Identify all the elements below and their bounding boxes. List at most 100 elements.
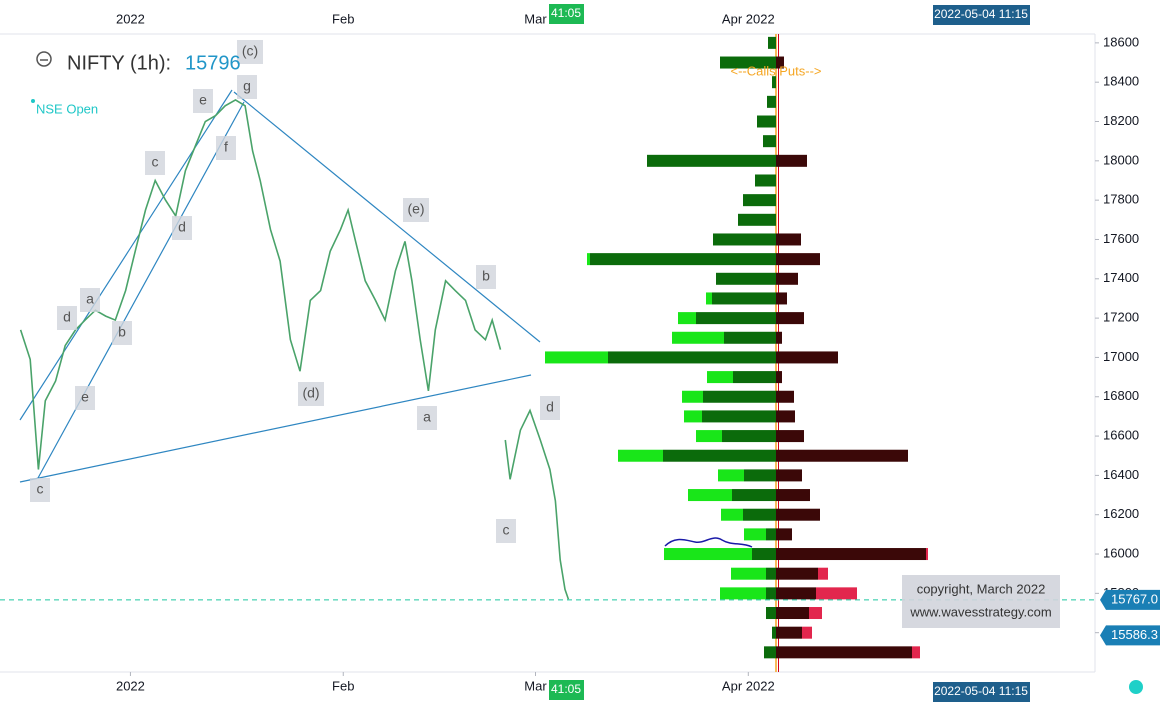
call-oi-bar (713, 233, 776, 246)
put-oi-change-bar (818, 567, 828, 580)
channel-upper (19, 89, 233, 421)
put-oi-bar (776, 626, 802, 639)
call-oi-change-bar (721, 508, 743, 521)
watermark-line: copyright, March 2022 (917, 581, 1046, 596)
put-oi-bar (776, 646, 912, 659)
x-tick-label: Feb (332, 678, 354, 693)
call-oi-change-bar (731, 567, 766, 580)
call-oi-bar (732, 489, 776, 502)
call-oi-bar (716, 272, 776, 285)
put-oi-change-bar (816, 587, 857, 600)
call-oi-bar (733, 371, 776, 384)
call-oi-change-bar (684, 410, 702, 423)
wave-label-box (57, 306, 77, 330)
put-oi-bar (776, 312, 804, 325)
wave-label: d (178, 219, 186, 235)
call-oi-change-bar (664, 548, 752, 561)
wave-label: (e) (407, 201, 424, 217)
call-oi-bar (766, 587, 776, 600)
call-oi-bar (766, 528, 776, 541)
wave-label-box (80, 288, 100, 312)
put-oi-change-bar (802, 626, 812, 639)
call-oi-bar (702, 410, 776, 423)
y-tick-label: 17400 (1103, 270, 1139, 285)
watermark-line: www.wavesstrategy.com (909, 604, 1051, 619)
call-oi-bar (743, 194, 776, 207)
call-oi-bar (647, 154, 776, 167)
hand-drawn-squiggle (664, 537, 753, 548)
price-label-box (1100, 625, 1160, 646)
wave-label-box (298, 382, 324, 406)
call-oi-bar (767, 95, 776, 108)
call-oi-bar (703, 390, 776, 403)
wave-label: c (152, 154, 159, 170)
wave-label-box (237, 40, 263, 64)
call-oi-bar (772, 626, 776, 639)
put-oi-bar (776, 587, 816, 600)
price-line (19, 98, 570, 600)
call-oi-bar (724, 331, 776, 344)
price-label: 15586.3 (1111, 627, 1158, 642)
y-tick-label: 18200 (1103, 113, 1139, 128)
put-oi-bar (776, 56, 784, 69)
wave-label-box (417, 406, 437, 430)
y-tick-label: 18400 (1103, 74, 1139, 89)
call-oi-change-bar (744, 528, 766, 541)
watermark-box (902, 575, 1060, 628)
put-oi-bar (776, 371, 782, 384)
y-tick-label: 18000 (1103, 152, 1139, 167)
triangle-upper (233, 91, 541, 343)
put-oi-bar (776, 233, 801, 246)
crosshair-time: 2022-05-04 11:15 (934, 684, 1028, 698)
call-oi-bar (663, 449, 776, 462)
status-indicator[interactable] (1129, 680, 1143, 694)
y-tick-label: 17200 (1103, 310, 1139, 325)
wave-label-box (145, 151, 165, 175)
timer: 41:05 (551, 6, 581, 20)
call-oi-change-bar (718, 469, 744, 482)
call-oi-bar (757, 115, 776, 128)
put-oi-bar (776, 390, 794, 403)
call-oi-change-bar (696, 430, 722, 443)
status-dot (31, 99, 35, 103)
wave-label-box (237, 75, 257, 99)
x-tick-label: Feb (332, 11, 354, 26)
call-oi-bar (696, 312, 776, 325)
call-oi-bar (752, 548, 776, 561)
put-oi-change-bar (926, 548, 928, 561)
put-oi-bar (776, 351, 838, 364)
crosshair-time-box (933, 682, 1030, 702)
put-oi-bar (776, 154, 807, 167)
x-tick-label: 2022 (116, 678, 145, 693)
search-icon[interactable] (36, 51, 52, 67)
wave-label-box (216, 136, 236, 160)
y-tick-label: 18600 (1103, 34, 1139, 49)
call-oi-change-bar (587, 253, 590, 266)
call-oi-bar (738, 213, 776, 226)
wave-label-box (75, 386, 95, 410)
wave-label: c (37, 481, 44, 497)
put-oi-bar (776, 272, 798, 285)
call-oi-bar (764, 646, 776, 659)
oi-legend: <--Calls Puts--> (730, 63, 821, 78)
put-oi-bar (776, 331, 782, 344)
put-oi-change-bar (809, 607, 822, 620)
put-oi-change-bar (912, 646, 920, 659)
call-oi-change-bar (682, 390, 703, 403)
wave-label: (c) (242, 43, 258, 59)
wave-label: e (199, 92, 207, 108)
wave-label: b (118, 324, 126, 340)
call-oi-bar (744, 469, 776, 482)
y-tick-label: 16200 (1103, 506, 1139, 521)
call-oi-change-bar (720, 587, 766, 600)
wave-label: g (243, 78, 251, 94)
timer: 41:05 (551, 682, 581, 696)
trendlines (19, 89, 541, 483)
wave-label-box (112, 321, 132, 345)
x-tick-label: Mar (524, 678, 547, 693)
wave-label: b (482, 268, 490, 284)
put-oi-bar (776, 508, 820, 521)
put-oi-bar (776, 607, 809, 620)
wave-label: a (86, 291, 94, 307)
